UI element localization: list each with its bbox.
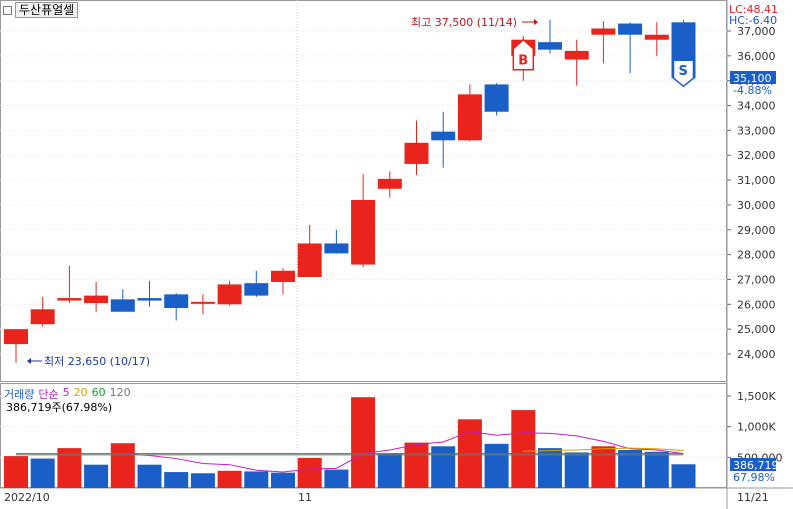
price-tick-label: 33,000 <box>737 124 776 137</box>
stock-name: 두산퓨얼셀 <box>15 2 79 18</box>
volume-bar <box>190 473 215 488</box>
volume-bar <box>84 464 109 488</box>
price-tick-label: 32,000 <box>737 149 776 162</box>
candle-body <box>217 284 242 305</box>
high-arrow-head <box>534 19 538 25</box>
candle-body <box>84 295 109 304</box>
price-tick-label: 27,000 <box>737 273 776 286</box>
volume-bar <box>244 471 269 488</box>
price-tick-label: 25,000 <box>737 323 776 336</box>
x-label-month: 11 <box>298 491 312 504</box>
candle-body <box>110 299 135 312</box>
candle-body <box>4 329 28 345</box>
price-tick-label: 30,000 <box>737 199 776 212</box>
volume-bar <box>564 452 589 488</box>
volume-legend: 거래량 단순 5 20 60 120 <box>4 386 131 402</box>
volume-bar <box>404 442 429 488</box>
price-tick-label: 29,000 <box>737 224 776 237</box>
volume-bar <box>110 443 135 488</box>
volume-tick-label: 1,000K <box>737 421 776 434</box>
price-tick-label: 37,000 <box>737 25 776 38</box>
candle-body <box>324 243 349 254</box>
volume-bar <box>511 410 536 488</box>
volume-bar <box>324 469 349 488</box>
stock-title[interactable]: 두산퓨얼셀 <box>3 2 79 18</box>
price-tick-label: 34,000 <box>737 100 776 113</box>
last-volume-text: 386,719주(67.98%) <box>6 401 113 414</box>
candle-body <box>377 178 402 189</box>
current-price: 35,100 <box>733 72 772 85</box>
volume-bar <box>137 464 162 488</box>
volume-bar <box>164 472 189 488</box>
candle-body <box>351 199 376 265</box>
candle-body <box>137 298 162 301</box>
volume-bar <box>671 464 696 488</box>
current-change: -4.88% <box>733 84 772 97</box>
candle-body <box>164 294 189 309</box>
volume-bar <box>351 397 376 488</box>
ma60-legend: 60 <box>91 386 106 399</box>
volume-bar <box>484 443 509 488</box>
ma120-legend: 120 <box>109 386 131 399</box>
lc-value: LC:48.41 <box>729 3 779 16</box>
candle-body <box>591 28 616 35</box>
volume-bar <box>297 457 322 488</box>
volume-bar <box>4 456 28 488</box>
low-arrow-head <box>27 358 31 364</box>
volume-bar <box>30 458 55 488</box>
candle-body <box>564 50 589 60</box>
candle-body <box>618 23 643 35</box>
volume-bar <box>271 472 295 488</box>
candle-body <box>457 94 482 141</box>
candle-body <box>484 84 509 112</box>
volume-bar <box>217 470 242 488</box>
candle-body <box>538 42 562 50</box>
volume-bar <box>431 446 456 488</box>
price-tick-label: 31,000 <box>737 174 776 187</box>
volume-bar <box>644 451 669 488</box>
volume-bar <box>591 446 616 488</box>
candle-body <box>244 283 269 296</box>
ma-type-label: 단순 <box>38 388 59 401</box>
volume-bar <box>618 449 643 488</box>
price-tick-label: 36,000 <box>737 50 776 63</box>
candle-body <box>644 34 669 40</box>
x-label-end: 11/21 <box>737 491 769 504</box>
current-volume: 386,719 <box>733 459 779 472</box>
ma20-legend: 20 <box>73 386 88 399</box>
candle-body <box>190 301 215 304</box>
candle-body <box>431 131 456 141</box>
buy-marker-label: B <box>518 54 528 69</box>
sell-marker <box>672 59 695 88</box>
candle-body <box>297 243 322 277</box>
volume-ma5-line <box>122 431 684 473</box>
window-icon <box>3 5 12 15</box>
current-price-box <box>730 71 776 84</box>
high-annotation: 최고 37,500 (11/14) <box>411 16 517 29</box>
ma5-legend: 5 <box>62 386 70 399</box>
sell-marker-label: S <box>679 64 688 79</box>
price-tick-label: 24,000 <box>737 348 776 361</box>
hc-value: HC:-6.40 <box>729 14 778 27</box>
candle-body <box>404 142 429 164</box>
buy-marker <box>512 38 535 71</box>
price-tick-label: 26,000 <box>737 298 776 311</box>
candle-body <box>271 270 295 282</box>
x-label-start: 2022/10 <box>4 491 50 504</box>
low-annotation: 최저 23,650 (10/17) <box>44 355 150 368</box>
volume-legend-label: 거래량 <box>4 388 35 401</box>
volume-bar <box>377 453 402 488</box>
candle-body <box>57 298 82 301</box>
current-volume-ratio: 67.98% <box>733 471 775 484</box>
volume-ma20-line <box>523 447 684 452</box>
volume-tick-label: 1,500K <box>737 390 776 403</box>
current-volume-box <box>730 458 776 471</box>
candle-body <box>30 309 55 325</box>
price-tick-label: 28,000 <box>737 249 776 262</box>
